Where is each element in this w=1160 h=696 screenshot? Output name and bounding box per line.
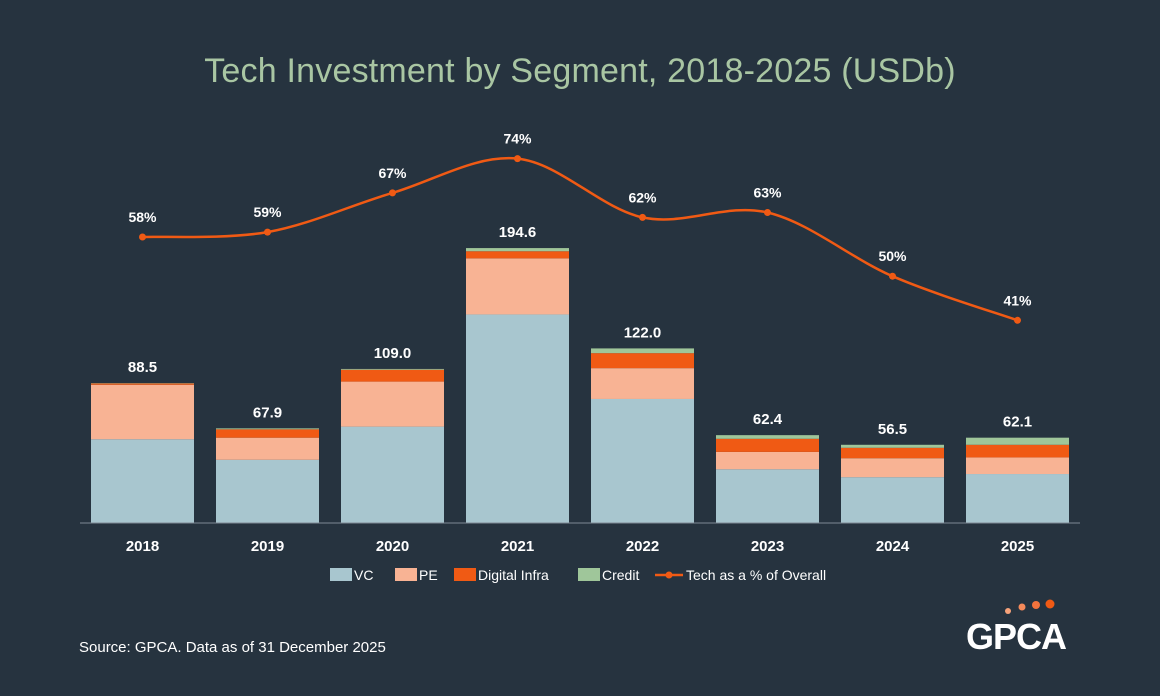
pct-label-2024: 50%: [878, 248, 907, 264]
bar-vc-2023: [716, 469, 819, 523]
pct-line: [142, 156, 1018, 322]
bar-digital-infra-2020: [341, 369, 444, 382]
pct-point-2025: [1014, 316, 1021, 324]
bar-credit-2024: [841, 444, 944, 448]
legend-swatch-vc: [330, 568, 352, 581]
legend-swatch-pe: [395, 568, 417, 581]
legend-label-pe: PE: [419, 567, 438, 583]
bar-pe-2021: [466, 258, 569, 315]
bar-vc-2021: [466, 314, 569, 523]
bar-vc-2022: [591, 398, 694, 523]
pct-label-2021: 74%: [503, 131, 532, 147]
labels-layer: 88.5 2018 67.9 2019 109.0 2020 194.6 2021 122.0 2…: [126, 224, 1034, 555]
bar-digital-infra-2021: [466, 251, 569, 259]
total-label-2025: 62.1: [1003, 414, 1032, 431]
pct-label-2023: 63%: [753, 185, 782, 201]
pct-point-2022: [639, 213, 646, 221]
total-label-2018: 88.5: [128, 359, 157, 376]
legend-label-tech-pct: Tech as a % of Overall: [686, 567, 826, 583]
bar-credit-2020: [341, 368, 444, 370]
x-tick-label-2018: 2018: [126, 538, 159, 555]
bar-credit-2021: [466, 248, 569, 252]
pct-point-2021: [514, 155, 521, 163]
total-label-2021: 194.6: [499, 224, 537, 241]
pct-point-2024: [889, 272, 896, 280]
total-label-2020: 109.0: [374, 345, 412, 362]
pct-label-2019: 59%: [253, 204, 282, 220]
bar-digital-infra-2019: [216, 429, 319, 438]
x-tick-label-2024: 2024: [876, 538, 910, 555]
bar-vc-2024: [841, 477, 944, 523]
bar-pe-2020: [341, 381, 444, 427]
bar-pe-2023: [716, 451, 819, 470]
bar-pe-2018: [91, 384, 194, 440]
bar-digital-infra-2022: [591, 353, 694, 369]
bar-pe-2024: [841, 458, 944, 478]
legend-swatch-digital-infra: [454, 568, 476, 581]
x-tick-label-2023: 2023: [751, 538, 784, 555]
bar-pe-2022: [591, 368, 694, 399]
total-label-2023: 62.4: [753, 411, 783, 428]
pct-label-2020: 67%: [378, 165, 407, 181]
legend-label-vc: VC: [354, 567, 373, 583]
bars-layer: [91, 248, 1069, 523]
x-tick-label-2019: 2019: [251, 538, 284, 555]
pct-point-2023: [764, 209, 771, 216]
bar-digital-infra-2018: [91, 383, 194, 385]
total-label-2024: 56.5: [878, 421, 907, 438]
x-tick-label-2021: 2021: [501, 538, 534, 555]
legend-swatch-credit: [578, 568, 600, 581]
bar-vc-2025: [966, 474, 1069, 523]
logo-dots-icon: [1005, 599, 1055, 614]
bar-digital-infra-2023: [716, 438, 819, 452]
bar-credit-2019: [216, 428, 319, 430]
bar-digital-infra-2025: [966, 444, 1069, 458]
pct-point-2020: [389, 189, 396, 197]
bar-credit-2022: [591, 348, 694, 354]
bar-vc-2020: [341, 426, 444, 523]
bar-pe-2025: [966, 457, 1069, 475]
bar-credit-2025: [966, 437, 1069, 445]
gpca-logo: GPCA: [962, 598, 1082, 658]
pct-label-2025: 41%: [1003, 292, 1032, 308]
x-tick-label-2025: 2025: [1001, 538, 1034, 555]
legend-swatch-line-marker: [665, 571, 673, 579]
pct-point-2018: [139, 233, 146, 241]
logo-text: GPCA: [966, 616, 1067, 657]
x-tick-label-2022: 2022: [626, 538, 659, 555]
pct-label-2022: 62%: [628, 189, 657, 205]
line-layer: 58% 59% 67% 74% 62% 63% 50% 41%: [128, 131, 1032, 324]
legend-label-digital-infra: Digital Infra: [478, 567, 549, 583]
chart-title: Tech Investment by Segment, 2018-2025 (U…: [204, 52, 956, 90]
total-label-2019: 67.9: [253, 404, 282, 421]
legend-label-credit: Credit: [602, 567, 639, 583]
bar-vc-2018: [91, 439, 194, 523]
source-note: Source: GPCA. Data as of 31 December 202…: [79, 639, 386, 656]
bar-vc-2019: [216, 459, 319, 523]
x-tick-label-2020: 2020: [376, 538, 409, 555]
legend: VC PE Digital Infra Credit Tech as a % of Ov…: [330, 567, 826, 583]
bar-credit-2023: [716, 435, 819, 439]
bar-pe-2019: [216, 437, 319, 460]
bar-digital-infra-2024: [841, 447, 944, 459]
pct-point-2019: [264, 228, 271, 236]
pct-label-2018: 58%: [128, 209, 157, 225]
total-label-2022: 122.0: [624, 324, 662, 341]
